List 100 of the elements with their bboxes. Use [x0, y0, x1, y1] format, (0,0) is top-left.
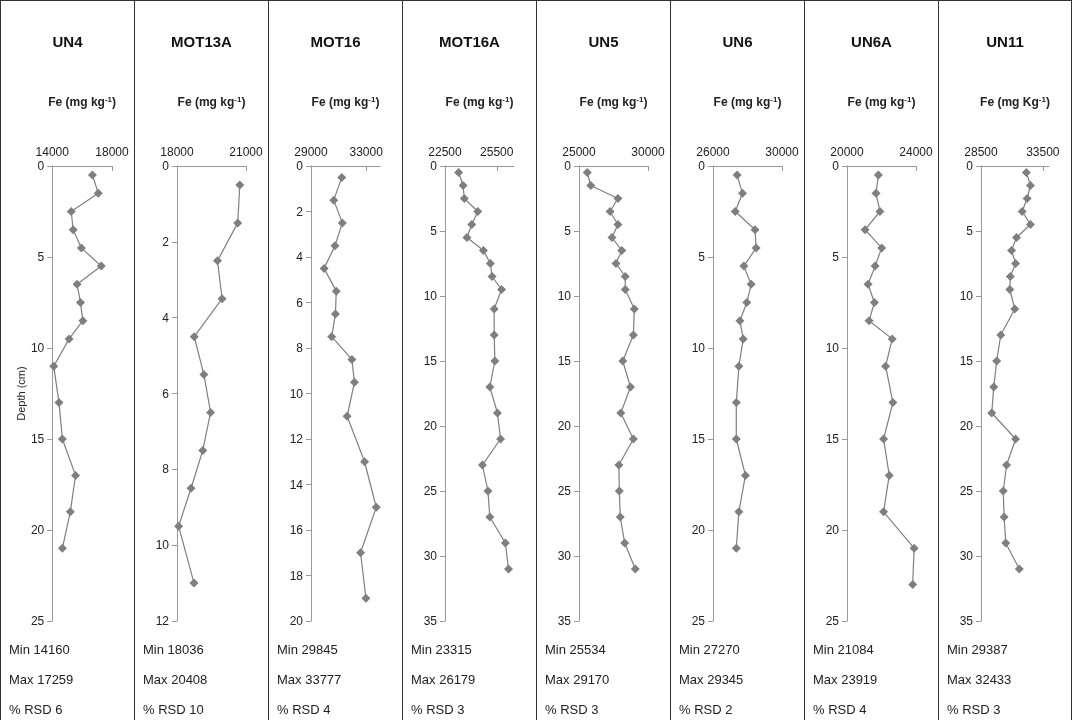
point: [617, 246, 627, 255]
text: Min 18036: [143, 642, 204, 657]
y-tick-label: 5: [564, 224, 572, 238]
point: [1011, 259, 1021, 268]
point: [319, 263, 329, 273]
y-tick-label: 0: [564, 159, 572, 173]
text: Max 29170: [545, 672, 610, 687]
y-tick-label: 15: [423, 354, 438, 368]
point: [628, 434, 638, 444]
point: [611, 259, 621, 268]
x-tick-label: 29000: [294, 145, 329, 159]
y-tick-label: 20: [959, 419, 974, 433]
y-tick-label: 10: [691, 341, 706, 355]
text: Max 17259: [9, 672, 74, 687]
y-tick-label: 10: [155, 538, 170, 553]
point: [71, 470, 81, 480]
y-tick-label: 20: [557, 419, 572, 433]
point: [618, 356, 628, 366]
y-tick-label: 10: [825, 341, 840, 355]
point: [881, 361, 891, 371]
point: [174, 521, 184, 531]
point: [908, 580, 918, 590]
point: [734, 507, 744, 517]
point: [477, 460, 487, 470]
point: [739, 261, 749, 271]
y-tick-label: 25: [423, 484, 438, 498]
point: [72, 279, 82, 289]
point: [884, 470, 894, 480]
point: [873, 170, 883, 180]
y-tick-label: 0: [832, 159, 840, 173]
y-tick-label: 10: [959, 289, 974, 303]
point: [492, 408, 502, 418]
point: [87, 170, 97, 180]
point: [996, 330, 1006, 340]
chart-title: MOT13A: [171, 33, 233, 50]
y-tick-label: 0: [162, 159, 170, 173]
point: [217, 294, 227, 304]
point: [746, 279, 756, 289]
y-tick-label: 25: [557, 484, 572, 498]
point: [49, 361, 59, 371]
text: Min 21084: [813, 642, 874, 657]
point: [462, 233, 472, 242]
y-tick-label: 12: [289, 432, 304, 446]
y-tick-label: 15: [959, 354, 974, 368]
point: [64, 334, 74, 344]
point: [1014, 564, 1024, 574]
point: [327, 332, 337, 342]
point: [992, 356, 1002, 366]
point: [342, 411, 352, 421]
point: [483, 486, 493, 496]
point: [1002, 460, 1012, 470]
point: [582, 168, 592, 177]
point: [189, 578, 199, 588]
point: [616, 408, 626, 418]
point: [731, 543, 741, 553]
x-tick-label: 14000: [35, 145, 70, 159]
point: [485, 259, 495, 268]
point: [625, 382, 635, 392]
chart-title: UN11: [986, 33, 1024, 50]
y-tick-label: 35: [557, 614, 572, 628]
y-tick-label: 15: [30, 432, 45, 446]
point: [1025, 181, 1035, 190]
y-tick-label: 10: [30, 341, 45, 355]
point: [1007, 246, 1017, 255]
point: [742, 298, 752, 307]
point: [877, 243, 887, 253]
point: [361, 593, 371, 603]
y-tick-label: 25: [825, 614, 840, 628]
point: [731, 434, 741, 444]
point: [233, 218, 243, 228]
text: Min 27270: [679, 642, 740, 657]
point: [620, 272, 630, 281]
point: [189, 332, 199, 342]
point: [503, 564, 513, 574]
point: [998, 486, 1008, 496]
point: [489, 330, 499, 340]
text: % RSD 6: [9, 702, 63, 717]
y-tick-label: 5: [832, 250, 840, 264]
chart-title: UN6A: [851, 33, 893, 50]
point: [1025, 220, 1035, 229]
text: Max 23919: [813, 672, 878, 687]
x-tick-label: 18000: [95, 145, 130, 159]
y-tick-label: 20: [30, 523, 45, 537]
point: [1005, 285, 1015, 294]
point: [989, 382, 999, 392]
point: [473, 207, 483, 216]
y-tick-label: 8: [296, 341, 304, 355]
text: % RSD 3: [545, 702, 599, 717]
point: [467, 220, 477, 229]
point: [186, 483, 196, 493]
y-tick-label: 15: [691, 432, 706, 446]
point: [1017, 207, 1027, 216]
y-tick-label: 14: [289, 477, 304, 492]
y-tick-label: 20: [691, 523, 706, 537]
y-tick-label: 8: [162, 462, 170, 477]
point: [337, 218, 347, 228]
point: [235, 180, 245, 190]
point: [347, 354, 357, 364]
text: % RSD 3: [411, 702, 465, 717]
point: [751, 243, 761, 253]
